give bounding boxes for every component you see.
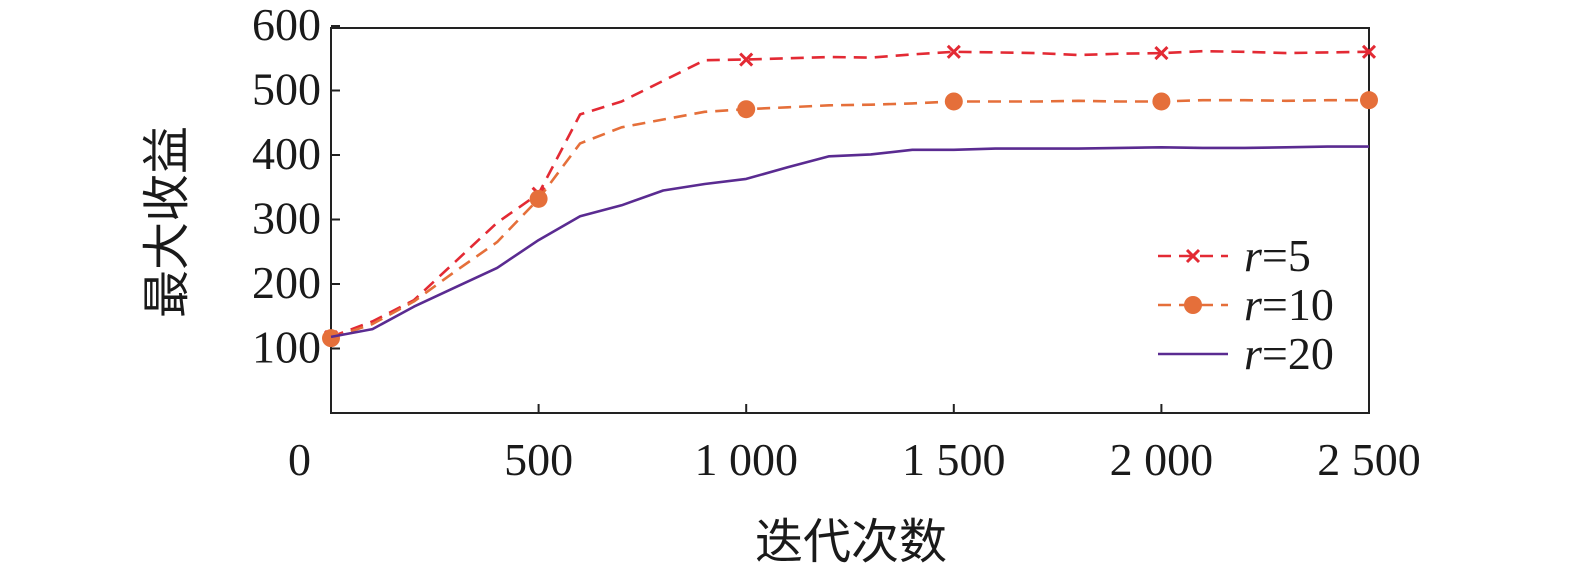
- x-marker-stroke: [946, 44, 961, 59]
- x-tick-label: 2 000: [1110, 434, 1214, 485]
- legend-label: r=10: [1244, 279, 1334, 330]
- x-marker: [1361, 44, 1377, 59]
- series-line-2: [330, 98, 1369, 340]
- y-tick-label: 300: [252, 193, 321, 244]
- series-line-3: [330, 145, 1369, 339]
- y-axis-ticks: 100 200 300 400 500 600: [252, 0, 340, 373]
- legend-label: r=20: [1244, 328, 1334, 379]
- x-marker-stroke: [1361, 44, 1377, 59]
- y-tick-label: 400: [252, 128, 321, 179]
- x-axis-title: 迭代次数: [755, 514, 947, 570]
- x-tick-label: 0: [288, 434, 311, 485]
- legend-circle-marker: [1184, 296, 1202, 314]
- y-tick-label: 100: [252, 322, 321, 373]
- y-tick-label: 200: [252, 257, 321, 308]
- x-marker-stroke: [739, 52, 754, 67]
- series-layer: [322, 44, 1378, 348]
- y-tick-label: 600: [252, 0, 321, 50]
- x-tick-label: 1 500: [902, 434, 1006, 485]
- circle-marker: [529, 189, 548, 208]
- legend-x-marker: [1185, 248, 1201, 264]
- x-marker: [1154, 46, 1169, 61]
- x-marker: [946, 44, 961, 59]
- circle-marker: [322, 329, 340, 348]
- y-tick-label: 500: [252, 64, 321, 115]
- y-axis-title: 最大收益: [139, 126, 195, 318]
- series-line-1: [330, 49, 1370, 339]
- x-marker: [739, 52, 754, 67]
- circle-marker: [1152, 92, 1171, 111]
- circle-marker: [737, 100, 756, 119]
- circle-marker: [1360, 91, 1378, 110]
- x-axis-ticks: 0 500 1 000 1 500 2 000 2 500: [288, 404, 1421, 485]
- legend-label: r=5: [1244, 230, 1311, 281]
- x-tick-label: 2 500: [1317, 434, 1421, 485]
- x-tick-label: 500: [504, 434, 573, 485]
- circle-marker: [944, 92, 963, 111]
- legend: r=5r=10r=20: [1158, 230, 1334, 379]
- x-tick-label: 1 000: [694, 434, 798, 485]
- x-marker-stroke: [1154, 46, 1169, 61]
